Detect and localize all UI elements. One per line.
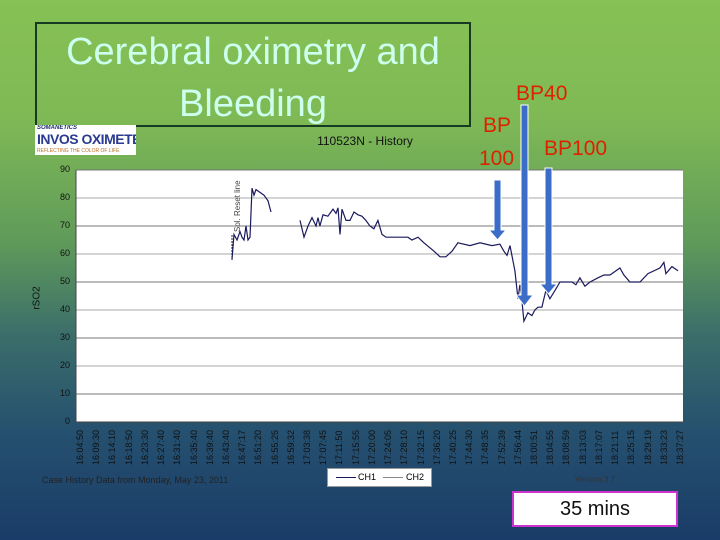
version-label: Version 3.7: [575, 475, 616, 484]
logo-brand: SOMANETICS: [37, 125, 78, 131]
gridlines: [76, 169, 683, 395]
logo-tagline: REFLECTING THE COLOR OF LIFE: [37, 148, 120, 154]
plot-background: [76, 170, 683, 422]
slide-title: Cerebral oximetry and Bleeding: [66, 31, 440, 125]
legend: CH1 CH2: [327, 468, 432, 487]
duration-box: 35 mins: [512, 491, 678, 527]
bp40-label: BP40: [516, 82, 568, 105]
arrow-bp100-left: [487, 179, 508, 241]
y-tick-label: 70: [59, 220, 70, 230]
series-line-ch1: [231, 188, 272, 260]
series-line-ch1: [299, 207, 679, 324]
arrow-bp40: [514, 104, 535, 307]
legend-ch2: CH2: [406, 472, 425, 482]
series-lines: [231, 188, 679, 324]
reset-line-text: Sol. Reset line: [233, 180, 242, 232]
chart-title: 110523N - History: [317, 134, 413, 148]
y-tick-label: 60: [59, 248, 70, 258]
bp100-left-label-line1: BP: [483, 114, 512, 137]
y-tick-label: 0: [64, 416, 70, 426]
arrow-bp100-right: [538, 167, 559, 295]
chart-footer: Case History Data from Monday, May 23, 2…: [42, 475, 229, 485]
y-tick-label: 80: [59, 192, 70, 202]
legend-swatch-ch1: [336, 477, 356, 478]
y-tick-label: 30: [59, 332, 70, 342]
y-tick-label: 40: [59, 304, 70, 314]
bp100-left-label-line2: 100: [479, 147, 515, 170]
y-tick-label: 10: [59, 388, 70, 398]
logo-name: INVOS OXIMETER: [37, 131, 136, 147]
y-tick-label: 50: [59, 276, 70, 286]
legend-swatch-ch2: [383, 477, 403, 478]
bp100-right-label: BP100: [544, 137, 608, 160]
invos-logo: SOMANETICS INVOS OXIMETER REFLECTING THE…: [35, 125, 136, 155]
title-box: [35, 22, 471, 127]
legend-ch1: CH1: [358, 472, 377, 482]
y-tick-label: 20: [59, 360, 70, 370]
y-tick-label: 90: [59, 164, 70, 174]
